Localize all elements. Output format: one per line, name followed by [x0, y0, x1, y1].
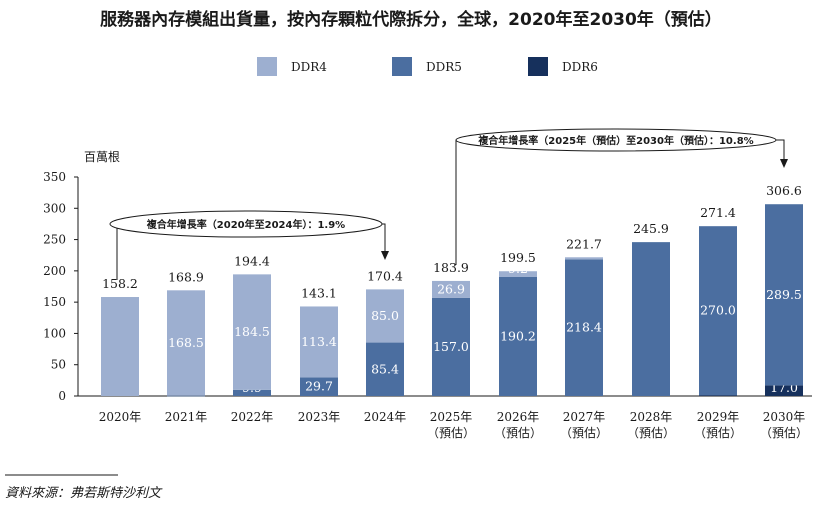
data-label-ddr5: 289.5 [766, 287, 802, 302]
bar-segment-ddr5 [699, 226, 737, 396]
total-label: 183.9 [433, 260, 469, 275]
data-label-ddr4: 113.4 [301, 334, 337, 349]
x-tick-label: 2027年 [563, 410, 606, 424]
total-label: 168.9 [168, 269, 204, 284]
y-tick-label: 100 [43, 326, 66, 340]
data-label-ddr5: 270.0 [700, 303, 736, 318]
x-tick-label: 2022年 [231, 410, 274, 424]
source-note: 資料來源：弗若斯特沙利文 [5, 485, 163, 501]
cagr-text: 複合年增長率（2020年至2024年）：1.9% [146, 218, 345, 231]
x-tick-label: （預估） [494, 426, 542, 440]
data-label-ddr4: 26.9 [437, 281, 465, 296]
x-tick-label: 2023年 [298, 410, 341, 424]
data-label-ddr5: 157.0 [433, 339, 469, 354]
y-tick-label: 200 [43, 264, 66, 278]
x-tick-label: 2028年 [630, 410, 673, 424]
cagr-annotation: 複合年增長率（2020年至2024年）：1.9% [109, 210, 389, 280]
bar-segment-ddr4 [366, 289, 404, 343]
total-label: 194.4 [234, 253, 270, 268]
x-tick-label: 2020年 [99, 410, 142, 424]
y-tick-label: 50 [51, 358, 66, 372]
y-tick-label: 150 [43, 295, 66, 309]
x-tick-label: （預估） [694, 426, 742, 440]
data-label-ddr5: 85.4 [371, 361, 399, 376]
bar-segment-ddr5 [765, 204, 803, 386]
bars: 158.20.4168.5168.99.9184.5194.429.7113.4… [101, 183, 803, 397]
legend-label-ddr6: DDR6 [562, 60, 598, 74]
axes: 0 50 100 150 200 250 300 350 2020年 2021年 2022年 2023… [43, 170, 812, 440]
x-tick-label: （預估） [427, 426, 475, 440]
bar-segment-ddr5 [565, 259, 603, 396]
y-axis-unit-label: 百萬根 [84, 150, 120, 164]
y-tick-label: 250 [43, 233, 66, 247]
bar-segment-ddr4 [167, 290, 205, 396]
legend: DDR4 DDR5 DDR6 [257, 57, 598, 76]
bar-segment-ddr4 [300, 306, 338, 378]
y-tick-label: 0 [58, 389, 66, 403]
total-label: 245.9 [633, 221, 669, 236]
bar-segment-ddr6 [765, 385, 803, 396]
x-tick-label: 2021年 [165, 410, 208, 424]
legend-label-ddr5: DDR5 [426, 60, 462, 74]
data-label-ddr5: 218.4 [566, 320, 602, 335]
x-tick-label: （預估） [627, 426, 675, 440]
x-tick-label: （預估） [760, 426, 808, 440]
x-tick-label: 2030年 [763, 410, 806, 424]
cagr-annotation: 複合年增長率（2025年（預估）至2030年（預估）：10.8% [455, 128, 788, 265]
bar-segment-ddr5 [167, 395, 205, 397]
total-label: 271.4 [700, 205, 736, 220]
bar-segment-ddr4 [499, 271, 537, 277]
cagr-bubble [455, 128, 777, 152]
total-label: 143.1 [301, 285, 337, 300]
cagr-annotations: 複合年增長率（2020年至2024年）：1.9% 複合年增長率（2025年（預估）… [109, 128, 788, 280]
cagr-arrow-line [776, 139, 785, 160]
total-label: 221.7 [566, 236, 602, 251]
cagr-arrow-line [382, 223, 386, 252]
x-tick-label: 2025年 [430, 410, 473, 424]
cagr-arrowhead-icon [780, 159, 788, 168]
bar-segment-ddr5 [300, 377, 338, 396]
data-label-ddr4: 3.3 [574, 243, 594, 258]
bar-segment-ddr5 [366, 342, 404, 396]
bar-segment-ddr4 [432, 280, 470, 298]
data-label-ddr4: 9.2 [508, 261, 528, 276]
legend-label-ddr4: DDR4 [291, 60, 327, 74]
bar-segment-ddr5 [432, 297, 470, 396]
data-label-ddr5: 190.2 [500, 328, 536, 343]
total-label: 158.2 [102, 276, 138, 291]
bar-segment-ddr5 [233, 389, 271, 396]
y-tick-label: 300 [43, 201, 66, 215]
bar-segment-ddr6 [699, 395, 737, 396]
legend-swatch-ddr4 [257, 57, 277, 76]
cagr-text: 複合年增長率（2025年（預估）至2030年（預估）：10.8% [477, 134, 753, 147]
chart-title: 服務器內存模組出貨量，按內存顆粒代際拆分，全球，2020年至2030年（預估） [100, 9, 722, 30]
x-tick-label: 2024年 [364, 410, 407, 424]
bar-segment-ddr4 [101, 297, 139, 396]
bar-segment-ddr5 [632, 242, 670, 396]
legend-swatch-ddr6 [528, 57, 548, 76]
x-tick-label: （預估） [560, 426, 608, 440]
bar-segment-ddr4 [565, 257, 603, 260]
cagr-arrowhead-icon [381, 251, 389, 260]
total-label: 199.5 [500, 250, 536, 265]
total-label: 306.6 [766, 183, 802, 198]
data-label-ddr4: 85.0 [371, 308, 399, 323]
data-label-ddr5: 29.7 [305, 379, 333, 394]
bar-segment-ddr5 [499, 276, 537, 396]
data-label-ddr4: 184.5 [234, 324, 270, 339]
total-label: 170.4 [367, 268, 403, 283]
data-label-ddr4: 168.5 [168, 335, 204, 350]
y-tick-label: 350 [43, 170, 66, 184]
cagr-bubble [109, 210, 383, 238]
x-tick-label: 2029年 [697, 410, 740, 424]
x-tick-label: 2026年 [497, 410, 540, 424]
bar-segment-ddr4 [233, 274, 271, 390]
legend-swatch-ddr5 [392, 57, 412, 76]
